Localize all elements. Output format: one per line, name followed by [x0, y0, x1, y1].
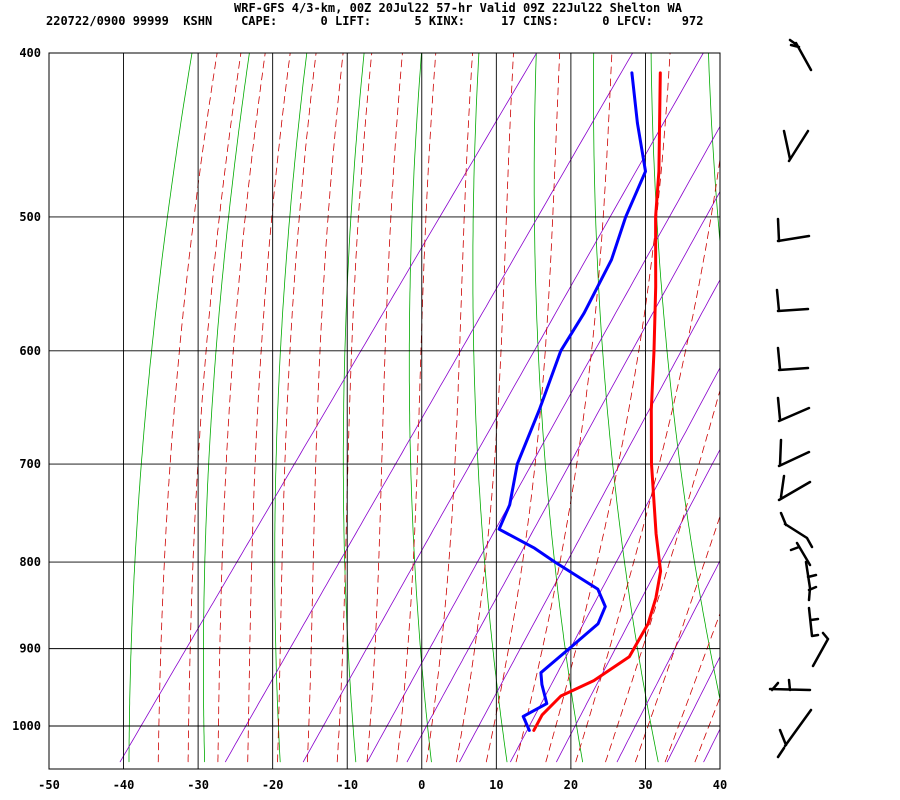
wind-barb — [775, 288, 810, 313]
moist-adiabat — [396, 53, 437, 763]
y-tick-label: 600 — [19, 344, 41, 358]
y-tick-label: 500 — [19, 210, 41, 224]
x-tick-label: -40 — [113, 778, 135, 792]
dry-adiabat — [822, 34, 900, 761]
dry-adiabat — [408, 53, 432, 763]
x-tick-label: 30 — [638, 778, 652, 792]
mixing-ratio-line — [556, 448, 720, 763]
dry-adiabat — [128, 53, 193, 763]
x-tick-label: -10 — [336, 778, 358, 792]
moist-adiabat — [366, 53, 403, 763]
axis-tick-labels: -50 -40 -30 -20 -10 0 10 20 30 40 400 500 600 700 800 9… — [12, 46, 727, 792]
wind-barb — [807, 606, 820, 638]
mixing-ratio-line — [366, 125, 720, 763]
moist-adiabat — [456, 53, 514, 763]
y-tick-label: 1000 — [12, 719, 41, 733]
x-tick-label: 20 — [564, 778, 578, 792]
moist-adiabat — [277, 53, 317, 763]
wind-barbs — [768, 38, 830, 759]
moist-adiabat — [725, 34, 900, 761]
mixing-ratio-line — [616, 559, 720, 763]
x-tick-label: 10 — [489, 778, 503, 792]
wind-barb — [776, 708, 813, 759]
mixing-ratio-line — [745, 34, 900, 761]
moist-adiabat — [157, 53, 218, 763]
x-tick-label: 0 — [418, 778, 425, 792]
moist-adiabat — [635, 514, 720, 763]
moist-adiabat — [306, 53, 344, 763]
wind-barb — [776, 346, 810, 372]
wind-barb — [777, 474, 812, 502]
wind-barb — [811, 631, 830, 668]
moist-adiabat — [485, 53, 561, 763]
wind-barb — [768, 678, 812, 692]
wind-barb — [788, 38, 813, 72]
sounding-traces — [497, 71, 663, 732]
wind-barb — [779, 511, 814, 549]
wind-barb — [782, 129, 810, 163]
x-tick-label: 40 — [713, 778, 727, 792]
x-tick-label: -20 — [262, 778, 284, 792]
y-tick-label: 400 — [19, 46, 41, 60]
moist-adiabat — [694, 696, 720, 763]
dry-adiabat — [765, 34, 885, 761]
wind-barb — [789, 541, 812, 567]
chart-title: WRF-GFS 4/3-km, 00Z 20Jul22 57-hr Valid … — [234, 1, 682, 15]
wind-barb — [776, 217, 811, 243]
dry-adiabat — [593, 53, 659, 763]
moist-adiabat — [217, 53, 266, 763]
temperature-trace — [532, 71, 663, 732]
mixing-ratio-line — [703, 728, 720, 763]
moist-adiabat — [247, 53, 291, 763]
dry-adiabat — [342, 53, 365, 763]
dewpoint-trace — [497, 71, 647, 732]
y-tick-label: 800 — [19, 555, 41, 569]
sounding-indices: 220722/0900 99999 KSHN CAPE: 0 LIFT: 5 K… — [46, 14, 704, 28]
mixing-ratio-line — [666, 655, 720, 763]
dry-adiabat — [708, 53, 720, 247]
x-tick-label: -50 — [38, 778, 60, 792]
y-tick-label: 700 — [19, 457, 41, 471]
x-tick-label: -30 — [187, 778, 209, 792]
y-tick-label: 900 — [19, 642, 41, 656]
dry-adiabat — [202, 53, 250, 763]
moist-adiabat — [605, 388, 720, 763]
dry-adiabat — [879, 34, 900, 761]
mixing-ratio-line — [459, 278, 720, 763]
dry-adiabat — [472, 53, 508, 763]
plot-frame — [48, 52, 721, 770]
moist-adiabat — [664, 612, 720, 763]
wind-barb — [777, 438, 811, 468]
wind-barb — [776, 396, 811, 423]
moist-adiabat — [187, 53, 242, 763]
mixing-ratio-line — [224, 53, 634, 763]
mixing-ratio-line — [510, 366, 720, 763]
background-lines — [119, 34, 900, 763]
wind-barb — [804, 560, 818, 602]
moist-adiabat — [336, 53, 373, 763]
